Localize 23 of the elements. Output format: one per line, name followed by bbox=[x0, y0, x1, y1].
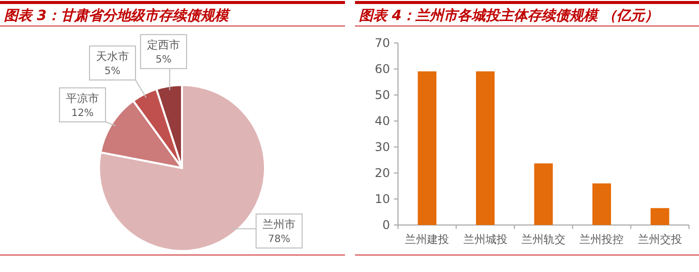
chart-title: 图表 4：兰州市各城投主体存续债规模 （亿元） bbox=[359, 7, 658, 24]
y-tick-label: 70 bbox=[374, 36, 390, 50]
slice-label: 兰州市 bbox=[262, 218, 296, 231]
slice-label: 定西市 bbox=[147, 38, 180, 52]
slice-label: 天水市 bbox=[96, 50, 129, 63]
x-tick-label: 兰州交投 bbox=[638, 233, 682, 246]
data-label: 12% bbox=[71, 108, 94, 119]
slice-label: 平凉市 bbox=[66, 92, 99, 105]
y-tick-label: 40 bbox=[374, 114, 390, 128]
y-tick-label: 50 bbox=[374, 88, 390, 102]
y-tick-label: 0 bbox=[382, 218, 390, 232]
data-label: 78% bbox=[268, 234, 290, 245]
y-tick-label: 10 bbox=[374, 192, 390, 206]
chart-title: 图表 3：甘肃省分地级市存续债规模 bbox=[4, 7, 232, 24]
y-tick-label: 20 bbox=[374, 166, 390, 180]
y-tick-label: 30 bbox=[374, 140, 390, 154]
y-tick-label: 60 bbox=[374, 62, 390, 76]
data-label: 5% bbox=[156, 54, 172, 66]
x-tick-label: 兰州城投 bbox=[463, 233, 508, 246]
x-tick-label: 兰州轨交 bbox=[522, 233, 566, 246]
data-label: 5% bbox=[104, 66, 120, 77]
x-tick-label: 兰州投控 bbox=[580, 233, 624, 246]
x-tick-label: 兰州建投 bbox=[405, 233, 450, 246]
